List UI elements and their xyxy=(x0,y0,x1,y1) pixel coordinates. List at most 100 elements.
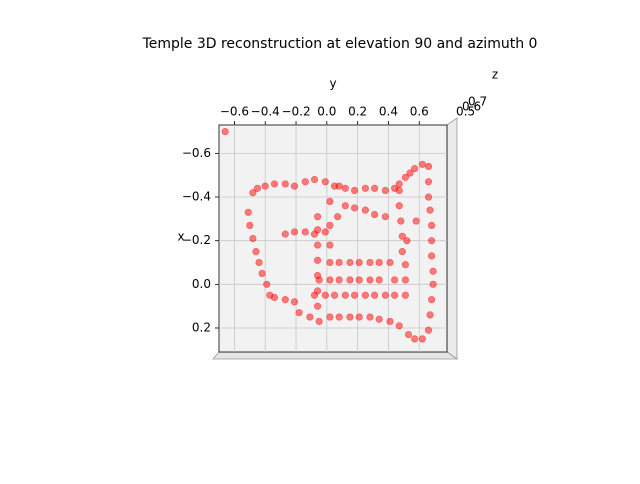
point xyxy=(330,291,339,299)
point xyxy=(335,276,343,284)
point xyxy=(401,173,410,181)
point xyxy=(426,206,434,214)
point xyxy=(281,180,289,188)
point xyxy=(281,230,289,238)
point xyxy=(424,326,433,334)
x-tick-label: −0.4 xyxy=(251,105,280,119)
point xyxy=(366,276,374,284)
point xyxy=(252,247,260,256)
point xyxy=(350,186,359,195)
point xyxy=(366,258,374,267)
point xyxy=(395,202,403,210)
point xyxy=(290,228,299,236)
point xyxy=(411,335,419,343)
y-tick-label: −0.6 xyxy=(182,146,211,160)
point xyxy=(313,241,322,249)
point xyxy=(258,269,266,278)
point xyxy=(404,330,413,339)
point xyxy=(424,178,433,186)
point xyxy=(326,313,334,321)
point xyxy=(395,186,403,195)
point xyxy=(395,322,403,330)
point xyxy=(398,247,406,256)
point xyxy=(341,184,349,192)
point xyxy=(391,276,399,284)
z-tick-label: 0.6 xyxy=(462,100,481,114)
point xyxy=(355,258,363,267)
point xyxy=(326,197,334,205)
point xyxy=(381,291,389,299)
point xyxy=(321,228,329,236)
point xyxy=(313,213,322,221)
point xyxy=(341,291,349,299)
point xyxy=(350,204,359,212)
point xyxy=(361,184,369,192)
z-tick-label: 0.7 xyxy=(468,95,487,109)
point xyxy=(370,210,379,219)
point xyxy=(395,180,403,188)
point xyxy=(326,258,334,267)
point xyxy=(335,258,343,267)
point xyxy=(370,184,379,192)
point xyxy=(301,228,309,236)
point xyxy=(221,127,229,136)
point xyxy=(290,182,299,190)
point xyxy=(375,315,383,323)
y-tick-label: −0.2 xyxy=(182,233,211,247)
point xyxy=(403,237,411,245)
point xyxy=(321,178,329,186)
x-tick-label: 0.6 xyxy=(410,105,429,119)
y-tick-label: 0.2 xyxy=(192,320,211,334)
x-tick-label: −0.2 xyxy=(281,105,310,119)
point xyxy=(375,258,383,267)
point xyxy=(355,313,363,321)
chart-title: Temple 3D reconstruction at elevation 90… xyxy=(142,36,538,52)
point xyxy=(361,206,369,214)
point xyxy=(401,276,410,284)
side-pane xyxy=(446,117,458,360)
point xyxy=(429,267,437,275)
point xyxy=(249,234,257,243)
x-tick-label: 0.4 xyxy=(379,105,398,119)
y-tick-label: 0.0 xyxy=(192,277,211,291)
x-tick-label: 0.2 xyxy=(348,105,367,119)
point xyxy=(375,276,383,284)
point xyxy=(424,193,433,201)
point xyxy=(391,291,399,299)
point xyxy=(401,291,410,299)
point xyxy=(246,221,254,230)
point xyxy=(301,178,309,186)
point xyxy=(346,258,354,267)
point xyxy=(281,296,289,304)
point xyxy=(326,241,334,249)
point xyxy=(313,256,322,264)
point xyxy=(310,175,319,184)
point xyxy=(366,313,374,321)
point xyxy=(398,232,406,240)
point xyxy=(418,160,426,168)
point xyxy=(334,213,342,221)
point xyxy=(270,180,279,188)
point xyxy=(401,261,410,269)
point xyxy=(386,258,394,267)
point xyxy=(370,291,379,299)
bottom-pane xyxy=(212,351,459,360)
point xyxy=(295,309,303,317)
point xyxy=(341,202,349,210)
point xyxy=(326,221,334,230)
point xyxy=(355,276,363,284)
point xyxy=(427,296,436,304)
point xyxy=(335,313,343,321)
point xyxy=(313,272,322,280)
point xyxy=(424,162,433,171)
point xyxy=(313,287,322,295)
point xyxy=(321,291,329,299)
point xyxy=(315,317,323,326)
point xyxy=(427,252,436,260)
point xyxy=(346,276,354,284)
point xyxy=(249,189,257,197)
point xyxy=(306,313,314,321)
point xyxy=(427,221,436,230)
